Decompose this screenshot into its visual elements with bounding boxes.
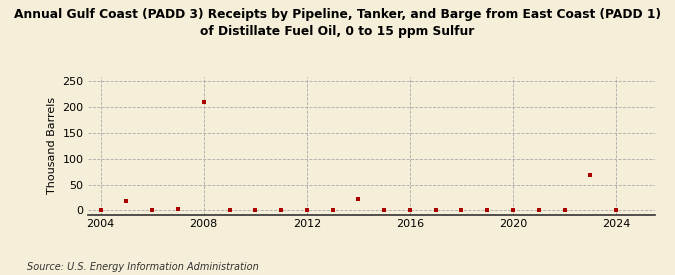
Text: Annual Gulf Coast (PADD 3) Receipts by Pipeline, Tanker, and Barge from East Coa: Annual Gulf Coast (PADD 3) Receipts by P… <box>14 8 661 38</box>
Text: Source: U.S. Energy Information Administration: Source: U.S. Energy Information Administ… <box>27 262 259 272</box>
Y-axis label: Thousand Barrels: Thousand Barrels <box>47 97 57 194</box>
